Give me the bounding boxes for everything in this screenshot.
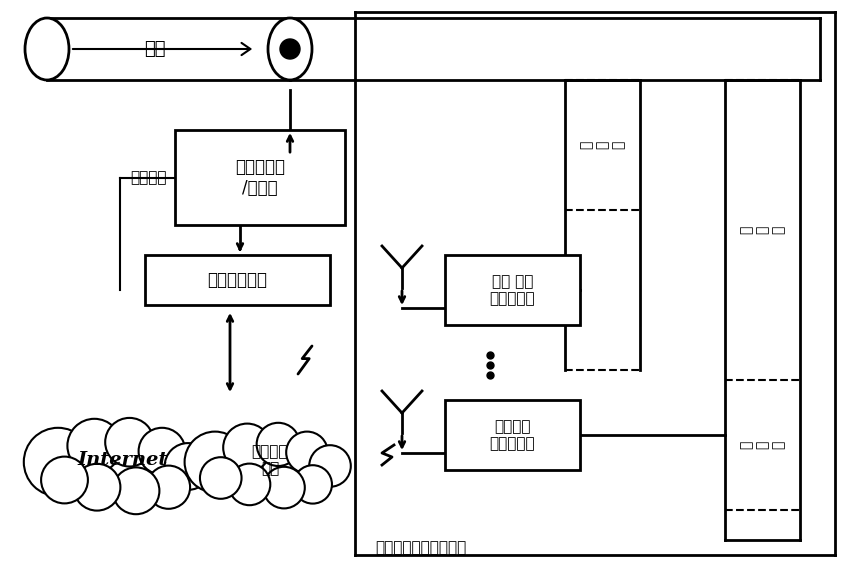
Circle shape	[280, 39, 300, 59]
Polygon shape	[175, 130, 345, 225]
Circle shape	[67, 419, 121, 473]
Text: 气流: 气流	[144, 40, 165, 58]
Circle shape	[263, 467, 304, 509]
Text: 本
副
表: 本 副 表	[579, 141, 626, 149]
Text: 能量计量中心: 能量计量中心	[208, 271, 267, 289]
Circle shape	[165, 443, 211, 490]
Circle shape	[113, 467, 159, 514]
Circle shape	[24, 428, 92, 496]
Text: 本
副
表: 本 副 表	[739, 441, 786, 449]
Text: 能量计量
体积修正仪: 能量计量 体积修正仪	[489, 419, 535, 451]
Text: Internet: Internet	[78, 451, 168, 469]
Circle shape	[257, 423, 300, 466]
Polygon shape	[445, 255, 580, 325]
Polygon shape	[445, 400, 580, 470]
Circle shape	[200, 457, 242, 499]
Text: 能量 计量
体积修正仪: 能量 计量 体积修正仪	[489, 274, 535, 306]
Circle shape	[286, 432, 328, 473]
Circle shape	[293, 465, 332, 503]
Text: 燃气能量计量区域之一: 燃气能量计量区域之一	[375, 541, 466, 555]
Circle shape	[41, 456, 88, 503]
Circle shape	[138, 428, 186, 475]
Text: 气质数据: 气质数据	[131, 170, 167, 185]
Circle shape	[147, 466, 190, 509]
Circle shape	[229, 463, 271, 505]
Circle shape	[74, 464, 120, 511]
Ellipse shape	[25, 18, 69, 80]
Circle shape	[223, 424, 271, 471]
Circle shape	[185, 432, 245, 492]
Ellipse shape	[268, 18, 312, 80]
Text: 本
副
表: 本 副 表	[739, 226, 786, 234]
Circle shape	[105, 418, 153, 467]
Circle shape	[310, 445, 351, 487]
Text: 无线通信
网络: 无线通信 网络	[252, 444, 288, 476]
Text: 气相色谱仪
/热值仪: 气相色谱仪 /热值仪	[235, 158, 285, 197]
Polygon shape	[145, 255, 330, 305]
